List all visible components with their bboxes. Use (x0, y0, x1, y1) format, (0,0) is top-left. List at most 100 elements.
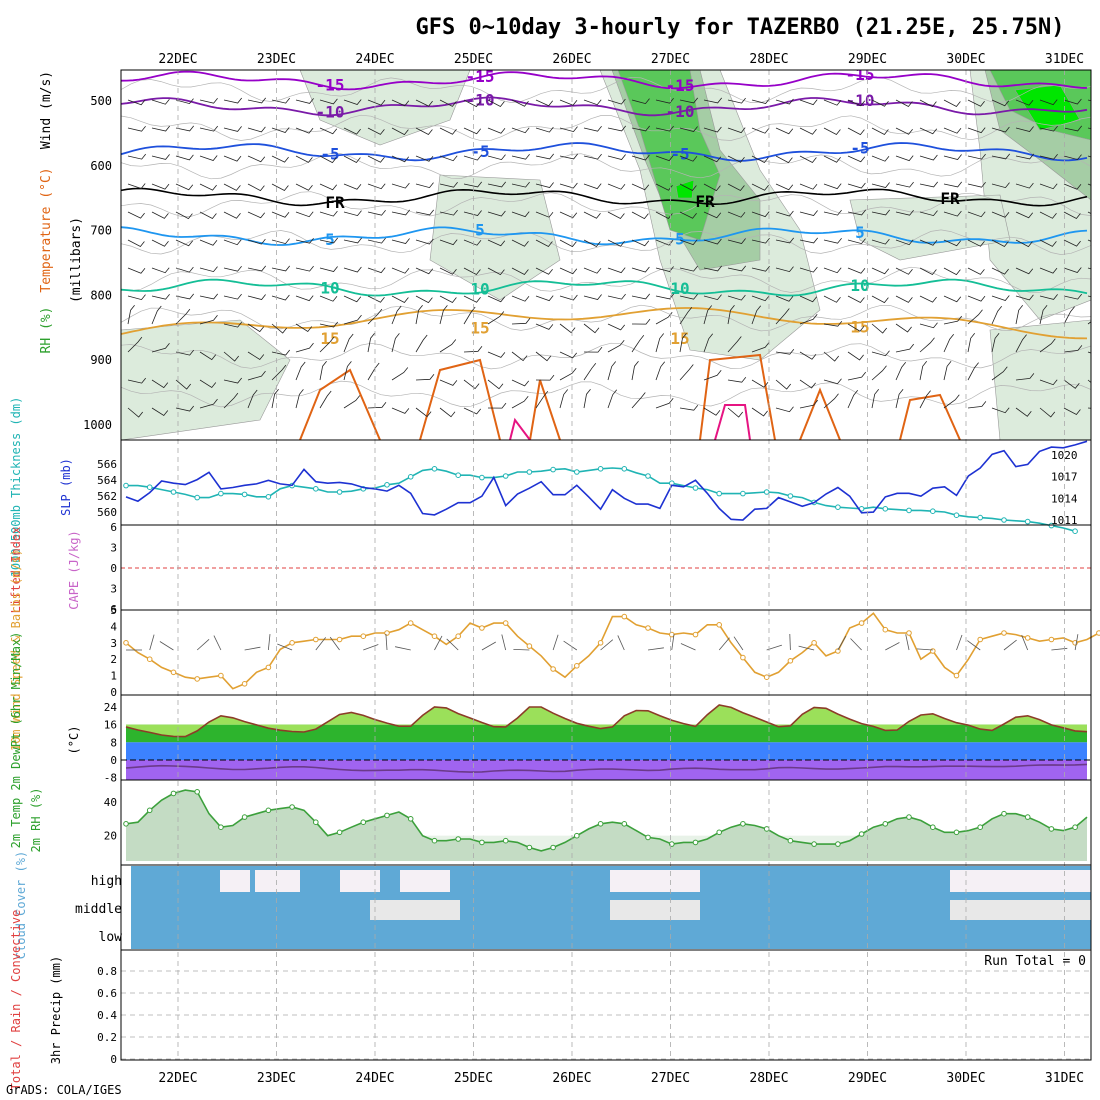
rh2m-point (906, 814, 912, 820)
wind-barb (223, 183, 241, 191)
wind-barb (943, 333, 955, 353)
wind-barb (655, 183, 673, 191)
wind-barb (871, 127, 889, 136)
wind-barb (943, 239, 962, 247)
rh2m-point (360, 819, 367, 826)
wind-barb (871, 182, 890, 188)
wind-barb (847, 323, 865, 332)
wind-barb (703, 294, 722, 301)
precip-tick-label: 0.2 (97, 1031, 117, 1044)
wind-barb (175, 379, 192, 390)
wind-barb (295, 155, 313, 163)
wind-barb (919, 361, 928, 381)
wind-barb (871, 209, 891, 216)
wind-barb (295, 342, 314, 353)
contour-label: FR (325, 193, 345, 212)
wind-barb (655, 293, 675, 300)
wind-barb (727, 407, 744, 418)
wind-barb (967, 295, 986, 302)
wind-barb (391, 155, 410, 163)
wind-barb (895, 389, 904, 409)
wind-barb (1063, 211, 1081, 220)
wind-barb (127, 211, 145, 219)
cloud-high-block (340, 870, 380, 892)
wind-barb (775, 379, 792, 390)
pressure-tick-label: 800 (90, 288, 112, 302)
wind-speed-point (289, 640, 295, 646)
wind-barb (631, 360, 639, 381)
wind-barb (823, 267, 842, 274)
wind-speed-point (763, 674, 770, 681)
lifted-tick-label: 0 (110, 562, 117, 575)
wind-barb (319, 210, 338, 217)
wind-barb (727, 183, 745, 192)
wind-speed-point (431, 633, 438, 640)
wind-speed-point (170, 669, 177, 676)
wind-barb (1015, 305, 1024, 325)
wind-barb (703, 407, 721, 416)
wind-barb (1063, 306, 1075, 325)
ylabel-wind: Wind (m/s) (39, 71, 54, 149)
wind-barb (1015, 126, 1034, 132)
wind-barb (919, 295, 937, 303)
wind-barb (247, 323, 265, 333)
wind-barb (223, 392, 239, 409)
wind-barb (775, 406, 794, 413)
surface-wind-barb (680, 643, 696, 651)
wind-barb (319, 155, 337, 164)
wind-barb (1063, 345, 1083, 353)
wind-barb (511, 395, 529, 409)
wind-barb (967, 239, 985, 247)
wind-barb (367, 332, 375, 353)
pressure-tick-label: 600 (90, 159, 112, 173)
wind-speed-line (125, 612, 1100, 690)
wind-barb (823, 378, 842, 385)
rh2m-point (574, 832, 580, 839)
wind-speed-point (1048, 636, 1055, 643)
wind-barb (343, 333, 354, 353)
surface-wind-barb (395, 646, 411, 651)
wind-barb (151, 98, 170, 105)
thickness-point (170, 489, 177, 495)
wind-barb (487, 311, 505, 325)
wind-barb (1039, 211, 1057, 219)
top-day-label: 23DEC (257, 52, 296, 67)
wind-barb (775, 98, 794, 105)
wind-barb (415, 155, 434, 162)
wind-barb (1015, 153, 1035, 160)
wind-barb (175, 405, 195, 412)
wind-barb (895, 99, 913, 108)
thickness-point (740, 490, 746, 497)
rh2m-point (502, 837, 509, 844)
wind-barb (1015, 373, 1035, 381)
wind-barb (631, 293, 651, 300)
thickness-point (1024, 518, 1031, 525)
wind-barb (559, 323, 576, 334)
wind-barb (847, 351, 864, 361)
wind-barb (871, 389, 880, 409)
wind-barb (991, 366, 1008, 381)
wind-barb (799, 266, 818, 273)
thickness-point (336, 489, 343, 495)
slp-tick-label: 1020 (1051, 449, 1078, 462)
wind-barb (415, 182, 434, 189)
wind-speed-point (787, 658, 794, 664)
thickness-point (882, 506, 889, 512)
wind-barb (919, 99, 937, 108)
wind-barb (679, 126, 698, 132)
thickness-point (218, 490, 224, 497)
wind-barb (319, 183, 338, 191)
wind-barb (607, 239, 625, 247)
wind-barb (511, 318, 531, 325)
surface-wind-barb (159, 641, 174, 651)
wind-barb (799, 379, 816, 389)
wind-barb (847, 389, 859, 409)
wind-barb (319, 336, 335, 353)
bottom-day-label: 22DEC (158, 1071, 197, 1086)
wind-barb (511, 351, 528, 362)
wind-barb (223, 239, 242, 246)
precip-tick-label: 0.6 (97, 987, 117, 1000)
wind-barb (823, 155, 841, 163)
wind-barb (127, 267, 146, 274)
wind-speed-point (1024, 635, 1031, 641)
